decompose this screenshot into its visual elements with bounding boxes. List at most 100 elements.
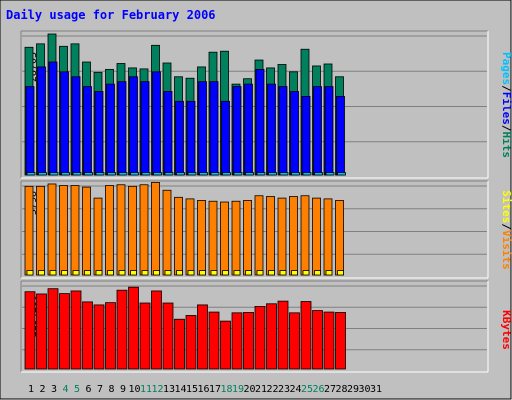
bar-visits-day-16	[197, 200, 206, 276]
x-tick-label: 12	[151, 384, 163, 395]
x-tick-label: 16	[197, 384, 209, 395]
x-tick-label: 18	[220, 384, 232, 395]
bar-files-day-3	[48, 61, 58, 176]
panel-visits: 5798 Sites/Visits	[20, 180, 512, 279]
bar-pages-day-11	[141, 172, 151, 176]
bar-pages-day-15	[187, 172, 197, 176]
legend-separator: /	[500, 125, 512, 132]
bar-sites-day-28	[337, 270, 344, 276]
bar-visits-day-4	[59, 185, 68, 276]
bar-pages-day-8	[107, 172, 116, 176]
x-tick-label: 26	[312, 384, 324, 395]
bar-pages-day-13	[164, 172, 174, 176]
bar-visits-day-11	[139, 184, 149, 276]
bar-pages-day-19	[233, 172, 243, 176]
legend-item-hits: Hits	[500, 132, 512, 159]
x-tick-label: 25	[301, 384, 313, 395]
bar-kbytes-day-28	[335, 312, 346, 370]
bar-sites-day-8	[107, 270, 114, 276]
bar-kbytes-day-6	[82, 301, 93, 370]
x-tick-label: 13	[163, 384, 175, 395]
bar-files-day-12	[152, 71, 161, 176]
bar-sites-day-3	[49, 270, 57, 276]
bar-sites-day-15	[187, 270, 195, 276]
bar-files-day-28	[336, 96, 345, 176]
y-max-label: 28703	[28, 52, 39, 82]
x-tick-label: 20	[243, 384, 255, 395]
x-tick-label: 27	[324, 384, 336, 395]
bar-kbytes-day-21	[254, 306, 266, 370]
bar-pages-day-9	[118, 172, 128, 176]
x-tick-label: 21	[255, 384, 267, 395]
bar-kbytes-day-10	[128, 286, 139, 370]
bar-sites-day-14	[176, 270, 183, 276]
bar-visits-day-26	[312, 197, 321, 276]
bar-visits-day-8	[105, 185, 114, 276]
bar-pages-day-18	[222, 172, 231, 176]
bar-kbytes-day-15	[185, 315, 197, 370]
bar-visits-day-17	[208, 200, 218, 276]
bar-files-day-19	[232, 86, 242, 176]
bar-kbytes-day-2	[36, 293, 47, 370]
bar-sites-day-5	[72, 270, 80, 276]
bar-visits-day-6	[82, 186, 91, 276]
bar-visits-day-23	[277, 197, 287, 276]
bar-kbytes-day-24	[289, 312, 300, 370]
bar-visits-day-21	[254, 195, 264, 276]
bar-visits-day-24	[289, 196, 298, 276]
bar-pages-day-14	[176, 172, 185, 176]
bar-visits-day-2	[36, 185, 45, 276]
bar-kbytes-day-7	[93, 304, 105, 370]
bar-pages-day-17	[210, 172, 220, 176]
x-tick-label: 8	[108, 384, 114, 395]
legend-kbytes: KBytes	[500, 310, 512, 350]
bar-visits-day-1	[24, 185, 34, 276]
bar-kbytes-day-26	[312, 310, 323, 370]
bar-files-day-7	[94, 91, 104, 176]
bar-visits-day-9	[116, 184, 126, 276]
bar-sites-day-18	[222, 270, 229, 276]
bar-kbytes-day-8	[105, 302, 116, 370]
bar-visits-day-15	[185, 198, 195, 276]
bar-pages-day-25	[302, 172, 312, 176]
bar-visits-day-7	[93, 197, 103, 276]
bar-kbytes-day-17	[208, 311, 220, 370]
bar-pages-day-28	[337, 172, 346, 176]
bar-visits-day-18	[220, 201, 229, 276]
bar-kbytes-day-1	[24, 291, 36, 370]
bar-pages-day-1	[26, 172, 36, 176]
bar-kbytes-day-22	[266, 303, 277, 370]
bar-kbytes-day-11	[139, 302, 151, 370]
bar-sites-day-9	[118, 270, 126, 276]
bar-pages-day-6	[84, 172, 93, 176]
bar-files-day-26	[313, 86, 322, 176]
bar-files-day-20	[244, 83, 253, 176]
bar-files-day-2	[37, 66, 46, 176]
legend-item-kbytes: KBytes	[500, 310, 512, 350]
legend-item-files: Files	[500, 92, 512, 125]
legend-visits: Sites/Visits	[500, 190, 512, 270]
bar-kbytes-day-13	[162, 302, 174, 370]
bar-visits-day-13	[162, 189, 172, 276]
bar-sites-day-25	[302, 270, 310, 276]
bar-sites-day-24	[291, 270, 298, 276]
legend-separator: /	[500, 223, 512, 230]
bar-sites-day-4	[61, 270, 68, 276]
bar-files-day-15	[186, 100, 196, 176]
bar-sites-day-7	[95, 270, 103, 276]
legend-item-visits: Visits	[500, 230, 512, 270]
x-tick-label: 5	[74, 384, 80, 395]
bar-files-day-8	[106, 83, 115, 176]
bar-visits-day-5	[70, 185, 80, 276]
bar-kbytes-day-9	[116, 289, 128, 370]
legend-item-sites: Sites	[500, 190, 512, 223]
bar-files-day-11	[140, 81, 150, 176]
bar-sites-day-26	[314, 270, 321, 276]
bar-pages-day-23	[279, 172, 289, 176]
bar-visits-day-10	[128, 185, 137, 276]
bar-sites-day-21	[256, 270, 264, 276]
bar-visits-day-28	[335, 200, 344, 276]
bar-pages-day-22	[268, 172, 277, 176]
x-tick-label: 29	[347, 384, 359, 395]
bar-pages-day-2	[38, 172, 47, 176]
